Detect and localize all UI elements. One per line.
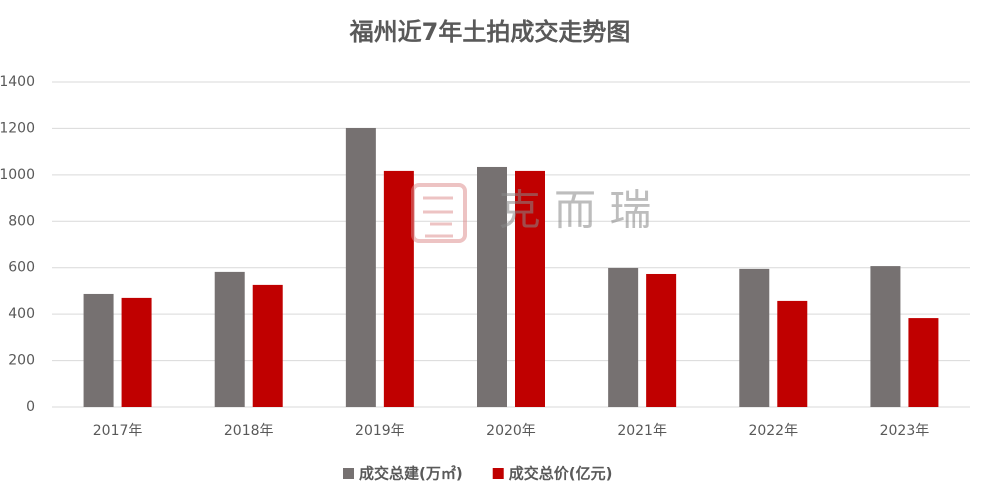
bar (870, 266, 901, 407)
legend-label: 成交总建(万㎡) (359, 465, 463, 483)
bar (777, 300, 808, 407)
y-tick-label: 600 (8, 260, 35, 276)
bar (214, 271, 245, 407)
x-tick-label: 2018年 (224, 423, 274, 439)
legend-label: 成交总价(亿元) (509, 465, 613, 483)
watermark: 克 而 瑞 (499, 186, 652, 235)
bar (515, 170, 545, 407)
y-tick-label: 1400 (0, 74, 35, 90)
y-tick-label: 200 (8, 353, 35, 369)
y-tick-label: 800 (8, 213, 35, 229)
y-tick-label: 1200 (0, 120, 35, 136)
legend-swatch (492, 468, 504, 479)
bar (383, 170, 414, 407)
x-tick-label: 2023年 (880, 423, 930, 439)
bar (477, 166, 507, 407)
x-tick-label: 2021年 (617, 423, 667, 439)
x-tick-label: 2017年 (93, 423, 143, 439)
bar (83, 293, 114, 407)
x-tick-label: 2019年 (355, 423, 405, 439)
y-tick-label: 400 (8, 306, 35, 322)
bar (345, 127, 376, 407)
bar (121, 297, 152, 407)
chart-title: 福州近7年土拍成交走势图 (349, 18, 631, 46)
y-tick-label: 0 (26, 399, 35, 415)
bar (646, 273, 677, 407)
bar (739, 268, 770, 407)
bar (252, 284, 283, 407)
x-tick-label: 2022年 (748, 423, 798, 439)
watermark-logo (411, 183, 467, 243)
y-tick-label: 1000 (0, 167, 35, 183)
bar (908, 318, 939, 407)
legend-swatch (343, 468, 354, 479)
bar (608, 267, 639, 407)
x-tick-label: 2020年 (486, 423, 536, 439)
